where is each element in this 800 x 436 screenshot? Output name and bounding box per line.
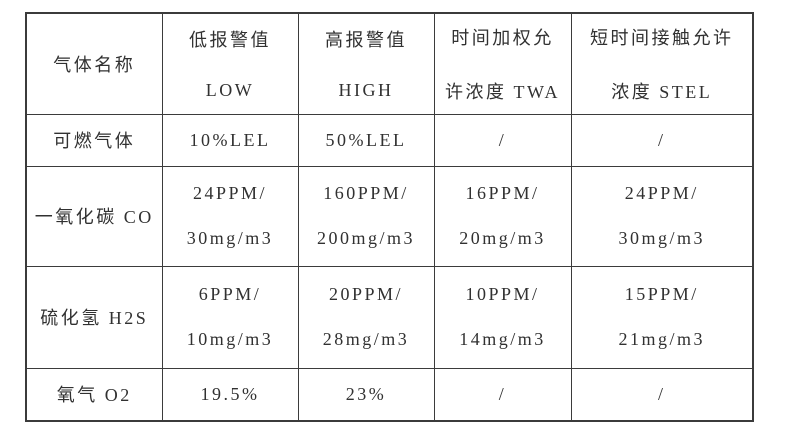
h2s-high-line1: 20PPM/	[328, 284, 404, 304]
header-cell-stel: 短时间接触允许 浓度 STEL	[570, 12, 754, 115]
header-high-alarm-line1: 高报警值	[325, 30, 407, 51]
co-high-line2: 200mg/m3	[316, 228, 415, 248]
combustible-name-line1: 可燃气体	[53, 131, 136, 151]
cell-o2-high: 23%	[297, 367, 435, 422]
co-stel-line2: 30mg/m3	[618, 228, 705, 248]
co-twa-line2: 20mg/m3	[459, 228, 546, 248]
o2-name-line1: 氧气 O2	[56, 385, 132, 406]
o2-twa-line1: /	[498, 383, 507, 404]
cell-o2-stel: /	[570, 367, 754, 422]
header-high-alarm-line2: HIGH	[338, 80, 394, 101]
co-low-line1: 24PPM/	[192, 183, 268, 203]
h2s-twa-line2: 14mg/m3	[459, 329, 546, 349]
header-cell-gas-name: 气体名称	[25, 12, 163, 115]
h2s-stel-line2: 21mg/m3	[618, 329, 705, 349]
co-name-line1: 一氧化碳 CO	[34, 207, 154, 227]
cell-combustible-low: 10%LEL	[161, 113, 299, 167]
co-low-line2: 30mg/m3	[186, 228, 274, 248]
table-row-combustible-gas: 可燃气体 10%LEL 50%LEL	[25, 113, 754, 167]
co-high-line1: 160PPM/	[323, 183, 409, 203]
h2s-high-line2: 28mg/m3	[322, 329, 410, 349]
header-high-alarm: 高报警值 HIGH	[299, 26, 434, 101]
header-cell-high-alarm: 高报警值 HIGH	[297, 12, 435, 115]
header-cell-low-alarm: 低报警值 LOW	[161, 12, 299, 115]
combustible-low-line1: 10%LEL	[189, 129, 271, 150]
cell-combustible-stel: /	[570, 113, 754, 167]
o2-stel-line1: /	[657, 383, 666, 404]
co-twa-line1: 16PPM/	[465, 183, 540, 203]
header-gas-name: 气体名称	[27, 51, 162, 77]
cell-h2s-twa: 10PPM/ 14mg/m3	[433, 265, 572, 369]
table-row-hydrogen-sulfide: 硫化氢 H2S 6PPM/ 10mg/m3 20PPM/ 28mg/m3	[25, 265, 754, 369]
header-low-alarm-line1: 低报警值	[189, 30, 271, 51]
cell-h2s-high: 20PPM/ 28mg/m3	[297, 265, 435, 369]
header-stel-line2: 浓度 STEL	[611, 81, 713, 102]
cell-h2s-stel: 15PPM/ 21mg/m3	[570, 265, 754, 369]
header-low-alarm-line2: LOW	[205, 80, 255, 101]
header-twa-line2: 许浓度 TWA	[445, 81, 560, 102]
cell-co-low: 24PPM/ 30mg/m3	[161, 165, 299, 267]
cell-combustible-twa: /	[433, 113, 572, 167]
co-stel-line1: 24PPM/	[624, 183, 699, 203]
cell-o2-name: 氧气 O2	[25, 367, 163, 422]
o2-high-line1: 23%	[345, 383, 387, 404]
combustible-high-line1: 50%LEL	[325, 129, 407, 150]
cell-h2s-low: 6PPM/ 10mg/m3	[161, 265, 299, 369]
combustible-twa-line1: /	[498, 129, 507, 150]
h2s-name-line1: 硫化氢 H2S	[40, 308, 149, 328]
h2s-stel-line1: 15PPM/	[624, 284, 699, 304]
cell-co-stel: 24PPM/ 30mg/m3	[570, 165, 754, 267]
header-low-alarm: 低报警值 LOW	[163, 26, 298, 101]
header-twa-line1: 时间加权允	[451, 27, 554, 48]
combustible-stel-line1: /	[657, 129, 666, 150]
h2s-twa-line1: 10PPM/	[465, 284, 540, 304]
gas-alarm-table: 气体名称 低报警值 LOW 高报警值 HIGH	[25, 12, 754, 422]
cell-o2-low: 19.5%	[161, 367, 299, 422]
cell-co-high: 160PPM/ 200mg/m3	[297, 165, 435, 267]
cell-o2-twa: /	[433, 367, 572, 422]
table-row-carbon-monoxide: 一氧化碳 CO 24PPM/ 30mg/m3 160PPM/ 200mg/m3	[25, 165, 754, 267]
o2-low-line1: 19.5%	[200, 383, 260, 404]
cell-co-twa: 16PPM/ 20mg/m3	[433, 165, 572, 267]
cell-combustible-name: 可燃气体	[25, 113, 163, 167]
cell-combustible-high: 50%LEL	[297, 113, 435, 167]
header-cell-twa: 时间加权允 许浓度 TWA	[433, 12, 572, 115]
h2s-low-line2: 10mg/m3	[186, 329, 274, 349]
header-row: 气体名称 低报警值 LOW 高报警值 HIGH	[25, 12, 754, 115]
header-gas-name-line1: 气体名称	[53, 54, 136, 75]
header-twa: 时间加权允 许浓度 TWA	[435, 24, 571, 104]
header-stel: 短时间接触允许 浓度 STEL	[572, 24, 753, 104]
cell-co-name: 一氧化碳 CO	[25, 165, 163, 267]
table-row-oxygen: 氧气 O2 19.5% 23%	[25, 367, 754, 422]
header-stel-line1: 短时间接触允许	[590, 27, 734, 48]
h2s-low-line1: 6PPM/	[198, 284, 262, 304]
cell-h2s-name: 硫化氢 H2S	[25, 265, 163, 369]
